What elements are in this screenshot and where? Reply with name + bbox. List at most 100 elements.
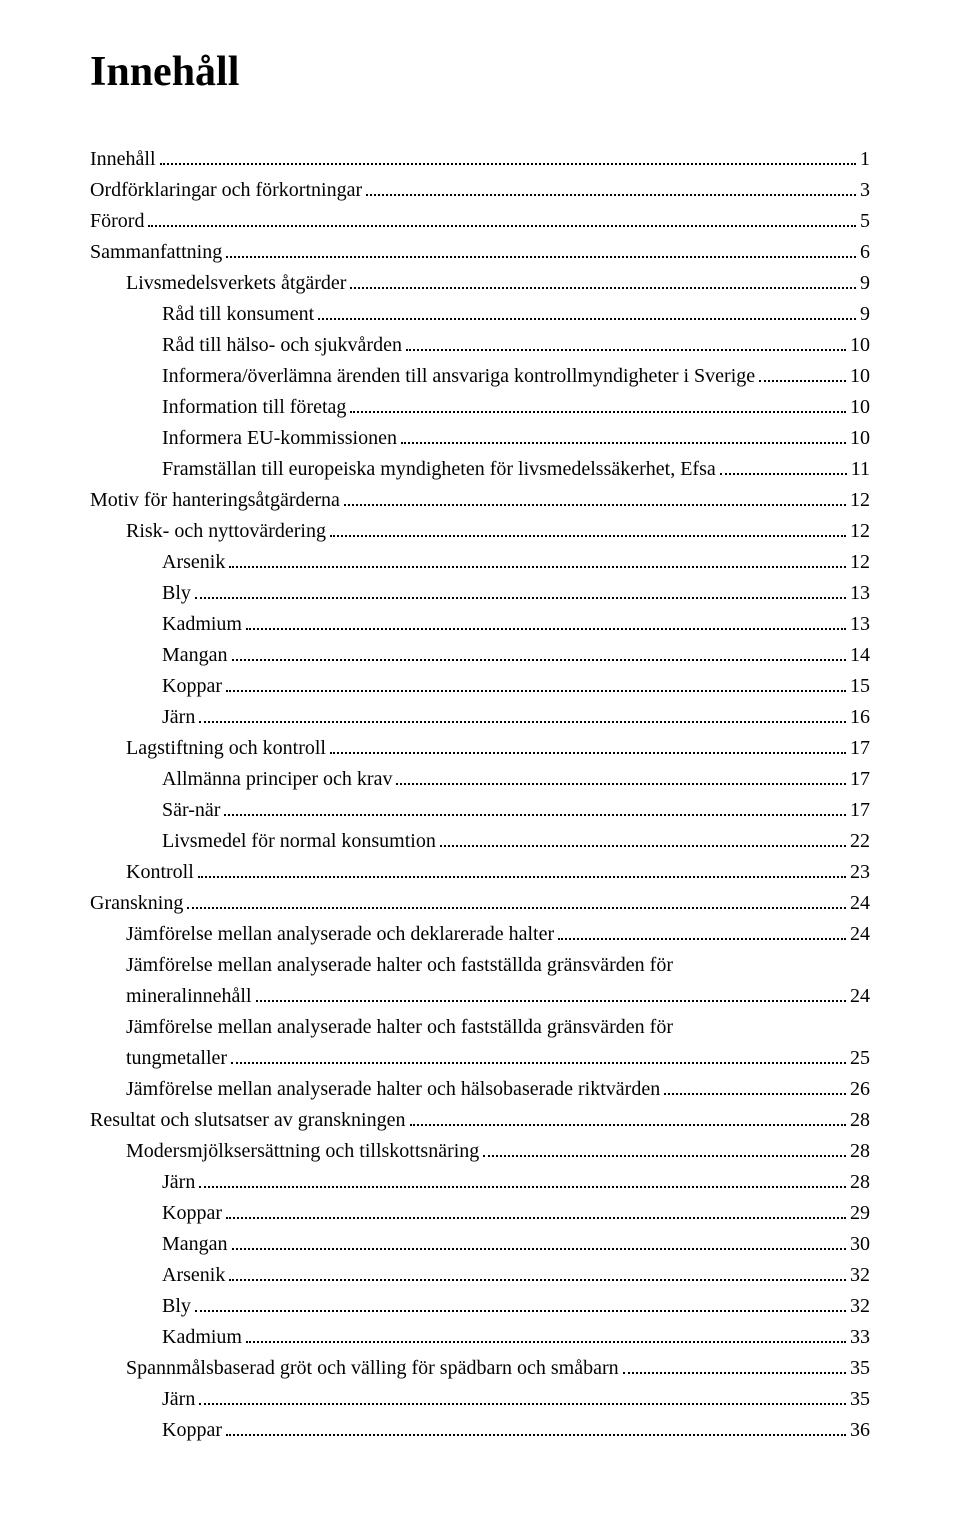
toc-entry-label: Råd till hälso- och sjukvården xyxy=(162,330,402,361)
toc-page: Innehåll Innehåll 1Ordförklaringar och fö… xyxy=(0,0,960,1506)
toc-entry: Koppar 29 xyxy=(90,1198,870,1229)
toc-entry-label: Förord xyxy=(90,206,144,237)
toc-entry-label: Lagstiftning och kontroll xyxy=(126,733,326,764)
toc-entry-page: 36 xyxy=(850,1415,870,1446)
toc-leader xyxy=(623,1372,846,1374)
toc-leader xyxy=(440,845,846,847)
toc-entry: Innehåll 1 xyxy=(90,144,870,175)
toc-entry: tungmetaller25 xyxy=(90,1043,870,1074)
toc-entry: Livsmedelsverkets åtgärder9 xyxy=(90,268,870,299)
toc-entry-page: 1 xyxy=(860,144,870,175)
toc-entry-label: Råd till konsument xyxy=(162,299,314,330)
toc-entry-page: 6 xyxy=(860,237,870,268)
toc-leader xyxy=(410,1124,847,1126)
toc-entry-page: 11 xyxy=(851,454,870,485)
toc-entry-page: 9 xyxy=(860,299,870,330)
toc-leader xyxy=(350,411,846,413)
toc-entry-page: 29 xyxy=(850,1198,870,1229)
toc-entry: Jämförelse mellan analyserade halter och… xyxy=(90,1012,870,1043)
toc-entry-label: Järn xyxy=(162,1167,195,1198)
toc-entry-label: Järn xyxy=(162,1384,195,1415)
toc-entry: Bly32 xyxy=(90,1291,870,1322)
toc-entry-page: 15 xyxy=(850,671,870,702)
toc-entry: Koppar 36 xyxy=(90,1415,870,1446)
toc-entry: Järn28 xyxy=(90,1167,870,1198)
toc-entry-label: Koppar xyxy=(162,1198,222,1229)
toc-entry-page: 24 xyxy=(850,919,870,950)
toc-leader xyxy=(199,1186,846,1188)
toc-entry: Ordförklaringar och förkortningar3 xyxy=(90,175,870,206)
toc-entry-label: Kontroll xyxy=(126,857,194,888)
toc-entry-page: 16 xyxy=(850,702,870,733)
toc-leader xyxy=(330,752,846,754)
toc-leader xyxy=(199,721,846,723)
toc-leader xyxy=(195,1310,846,1312)
toc-entry-label: tungmetaller xyxy=(126,1043,227,1074)
toc-entry: Arsenik32 xyxy=(90,1260,870,1291)
toc-entry-page: 10 xyxy=(850,392,870,423)
toc-entry-page: 28 xyxy=(850,1136,870,1167)
toc-entry: Järn16 xyxy=(90,702,870,733)
toc-entry: Modersmjölksersättning och tillskottsnär… xyxy=(90,1136,870,1167)
toc-entry-label: Jämförelse mellan analyserade halter och… xyxy=(126,950,673,981)
toc-entry: Järn 35 xyxy=(90,1384,870,1415)
toc-entry: Risk- och nyttovärdering 12 xyxy=(90,516,870,547)
toc-entry-label: Informera EU-kommissionen xyxy=(162,423,397,454)
toc-entry-page: 26 xyxy=(850,1074,870,1105)
toc-entry-page: 10 xyxy=(850,423,870,454)
toc-leader xyxy=(231,1062,846,1064)
toc-entry-label: Framställan till europeiska myndigheten … xyxy=(162,454,716,485)
toc-entry: Lagstiftning och kontroll17 xyxy=(90,733,870,764)
toc-entry-label: Arsenik xyxy=(162,547,225,578)
toc-entry-page: 10 xyxy=(850,361,870,392)
toc-leader xyxy=(229,566,846,568)
toc-leader xyxy=(187,907,846,909)
toc-leader xyxy=(246,628,846,630)
toc-list: Innehåll 1Ordförklaringar och förkortning… xyxy=(90,144,870,1446)
toc-entry: Förord5 xyxy=(90,206,870,237)
toc-entry-page: 12 xyxy=(850,516,870,547)
toc-entry-page: 17 xyxy=(850,764,870,795)
toc-leader xyxy=(483,1155,846,1157)
toc-leader xyxy=(664,1093,846,1095)
toc-leader xyxy=(224,814,846,816)
toc-entry-page: 17 xyxy=(850,795,870,826)
toc-entry: Granskning24 xyxy=(90,888,870,919)
toc-entry-label: Innehåll xyxy=(90,144,156,175)
toc-leader xyxy=(256,1000,846,1002)
toc-entry-page: 12 xyxy=(850,485,870,516)
toc-leader xyxy=(226,1434,846,1436)
toc-entry-page: 24 xyxy=(850,888,870,919)
toc-leader xyxy=(226,256,856,258)
toc-entry-page: 33 xyxy=(850,1322,870,1353)
toc-entry: Resultat och slutsatser av granskningen 2… xyxy=(90,1105,870,1136)
toc-entry-label: Motiv för hanteringsåtgärderna xyxy=(90,485,340,516)
toc-entry-label: Risk- och nyttovärdering xyxy=(126,516,326,547)
toc-entry: Bly13 xyxy=(90,578,870,609)
toc-leader xyxy=(229,1279,846,1281)
toc-leader xyxy=(232,1248,846,1250)
toc-leader xyxy=(344,504,846,506)
toc-entry: Livsmedel för normal konsumtion22 xyxy=(90,826,870,857)
toc-entry-label: Koppar xyxy=(162,1415,222,1446)
toc-entry-page: 3 xyxy=(860,175,870,206)
toc-leader xyxy=(366,194,856,196)
toc-entry: Informera/överlämna ärenden till ansvari… xyxy=(90,361,870,392)
toc-entry-page: 35 xyxy=(850,1384,870,1415)
toc-entry: Kontroll23 xyxy=(90,857,870,888)
toc-entry: Råd till konsument 9 xyxy=(90,299,870,330)
toc-leader xyxy=(160,163,856,165)
toc-entry: Kadmium13 xyxy=(90,609,870,640)
toc-entry-label: Sär-när xyxy=(162,795,220,826)
toc-entry-label: Livsmedel för normal konsumtion xyxy=(162,826,436,857)
page-title: Innehåll xyxy=(90,48,870,96)
toc-entry-page: 12 xyxy=(850,547,870,578)
toc-leader xyxy=(148,225,856,227)
toc-entry-label: Jämförelse mellan analyserade halter och… xyxy=(126,1074,660,1105)
toc-entry: Allmänna principer och krav17 xyxy=(90,764,870,795)
toc-entry: Jämförelse mellan analyserade halter och… xyxy=(90,1074,870,1105)
toc-entry-label: Bly xyxy=(162,1291,191,1322)
toc-entry-page: 28 xyxy=(850,1105,870,1136)
toc-entry-label: Resultat och slutsatser av granskningen xyxy=(90,1105,406,1136)
toc-entry: Mangan14 xyxy=(90,640,870,671)
